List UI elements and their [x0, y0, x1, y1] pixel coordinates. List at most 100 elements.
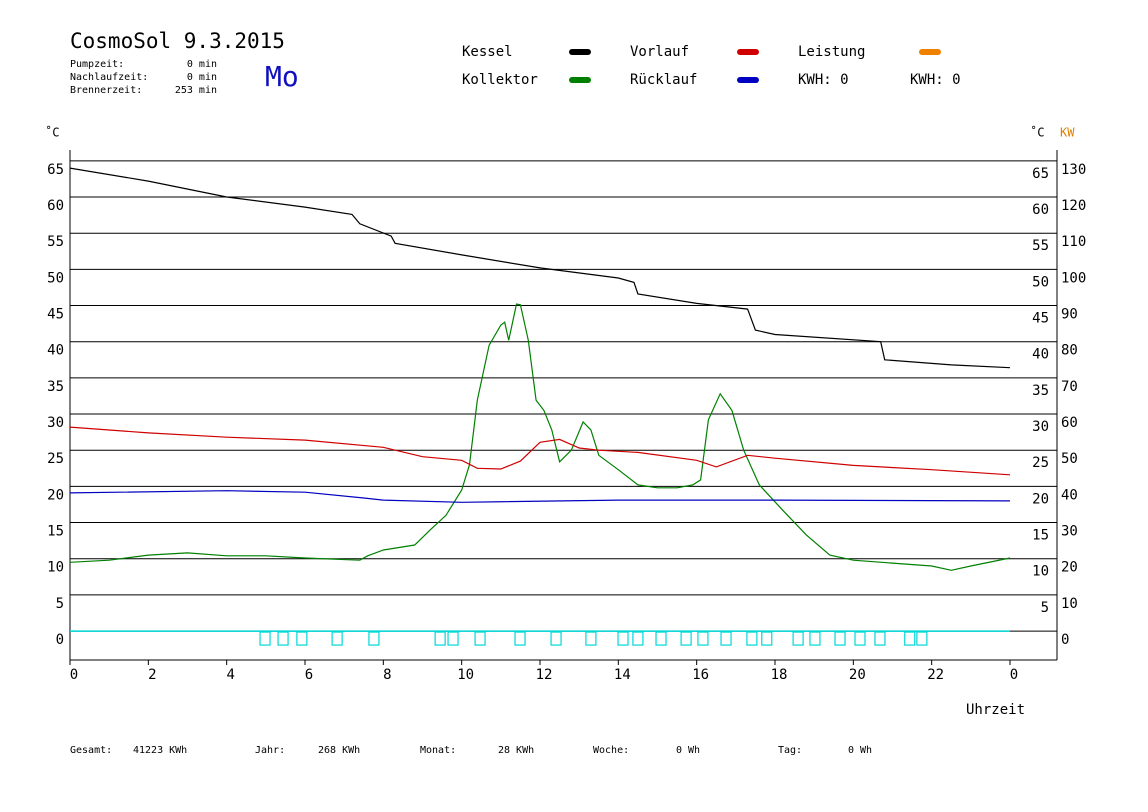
info-label: Nachlaufzeit: [70, 72, 148, 83]
x-tick-label: 22 [927, 667, 944, 683]
y2-tick-label: 10 [1061, 596, 1078, 612]
pulse [720, 631, 732, 646]
y-axis-label: ˚C [45, 125, 59, 140]
y-tick-label: 45 [47, 307, 64, 323]
pulse [834, 631, 846, 646]
y-right-axis-label: ˚C [1030, 125, 1044, 140]
pulse [447, 631, 459, 646]
x-tick-label: 0 [70, 667, 78, 683]
pulse [259, 631, 271, 646]
footer-label: Gesamt: [70, 745, 112, 756]
y2-tick-label: 100 [1061, 270, 1086, 286]
legend-label: Kollektor [462, 72, 538, 88]
y-right-tick-label: 40 [1032, 347, 1049, 363]
x-tick-label: 20 [849, 667, 866, 683]
info-label: Pumpzeit: [70, 59, 124, 70]
y-tick-label: 60 [47, 198, 64, 214]
chart-title: CosmoSol 9.3.2015 [70, 29, 285, 53]
pulse [809, 631, 821, 646]
footer-label: Tag: [778, 745, 802, 756]
y2-tick-label: 20 [1061, 560, 1078, 576]
pulse [550, 631, 562, 646]
y-tick-label: 15 [47, 524, 64, 540]
pulse [761, 631, 773, 646]
footer-value: 0 Wh [676, 745, 700, 756]
y2-tick-label: 130 [1061, 162, 1086, 178]
series-line [69, 303, 1011, 571]
y-tick-label: 20 [47, 487, 64, 503]
legend-label: Kessel [462, 44, 513, 60]
y-right-tick-label: 35 [1032, 383, 1049, 399]
x-tick-label: 4 [226, 667, 234, 683]
y-right-tick-label: 20 [1032, 491, 1049, 507]
series-line [69, 490, 1011, 503]
pulse [746, 631, 758, 646]
pulse [514, 631, 526, 646]
y2-tick-label: 70 [1061, 379, 1078, 395]
pulse [617, 631, 629, 646]
pulse [655, 631, 667, 646]
y-tick-label: 35 [47, 379, 64, 395]
pulse [916, 631, 928, 646]
pulse [874, 631, 886, 646]
x-tick-label: 2 [148, 667, 156, 683]
y2-tick-label: 80 [1061, 343, 1078, 359]
y-tick-label: 0 [56, 632, 64, 648]
info-label: Brennerzeit: [70, 85, 142, 96]
y-tick-label: 50 [47, 270, 64, 286]
y-right-tick-label: 45 [1032, 311, 1049, 327]
x-tick-label: 10 [457, 667, 474, 683]
y-right-tick-label: 30 [1032, 419, 1049, 435]
y2-tick-label: 120 [1061, 198, 1086, 214]
footer-label: Jahr: [255, 745, 285, 756]
pulse [296, 631, 308, 646]
y-tick-label: 40 [47, 343, 64, 359]
y-tick-label: 55 [47, 234, 64, 250]
series-line [69, 426, 1011, 476]
x-tick-label: 16 [692, 667, 709, 683]
footer-value: 28 KWh [498, 745, 534, 756]
y-right-tick-label: 55 [1032, 238, 1049, 254]
y2-tick-label: 110 [1061, 234, 1086, 250]
pulse [331, 631, 343, 646]
pulse [680, 631, 692, 646]
y-right-tick-label: 15 [1032, 528, 1049, 544]
y-right-tick-label: 65 [1032, 166, 1049, 182]
footer-label: Monat: [420, 745, 456, 756]
y2-tick-label: 50 [1061, 451, 1078, 467]
x-tick-label: 18 [771, 667, 788, 683]
legend-label: Rücklauf [630, 72, 697, 88]
x-tick-label: 6 [305, 667, 313, 683]
pulse [904, 631, 916, 646]
series-line [69, 167, 1011, 369]
x-tick-label: 0 [1010, 667, 1018, 683]
x-axis-label: Uhrzeit [966, 702, 1025, 718]
pulse [368, 631, 380, 646]
y2-tick-label: 0 [1061, 632, 1069, 648]
y-right-tick-label: 60 [1032, 202, 1049, 218]
y2-tick-label: 40 [1061, 487, 1078, 503]
footer-label: Woche: [593, 745, 629, 756]
info-value: 253 min [175, 85, 217, 96]
kwh-label: KWH: 0 [910, 72, 961, 88]
y-tick-label: 65 [47, 162, 64, 178]
y-right-tick-label: 10 [1032, 564, 1049, 580]
pulse [854, 631, 866, 646]
info-value: 0 min [187, 72, 217, 83]
y-tick-label: 30 [47, 415, 64, 431]
legend-label: Vorlauf [630, 44, 689, 60]
pulse [434, 631, 446, 646]
kwh-label: KWH: 0 [798, 72, 849, 88]
y2-tick-label: 30 [1061, 524, 1078, 540]
pulse [792, 631, 804, 646]
y-right-tick-label: 50 [1032, 274, 1049, 290]
footer-value: 0 Wh [848, 745, 872, 756]
y-tick-label: 25 [47, 451, 64, 467]
y2-axis-label: KW [1060, 126, 1075, 140]
y-right-tick-label: 25 [1032, 455, 1049, 471]
y2-tick-label: 60 [1061, 415, 1078, 431]
pulse [474, 631, 486, 646]
y-tick-label: 5 [56, 596, 64, 612]
footer-value: 41223 KWh [133, 745, 187, 756]
